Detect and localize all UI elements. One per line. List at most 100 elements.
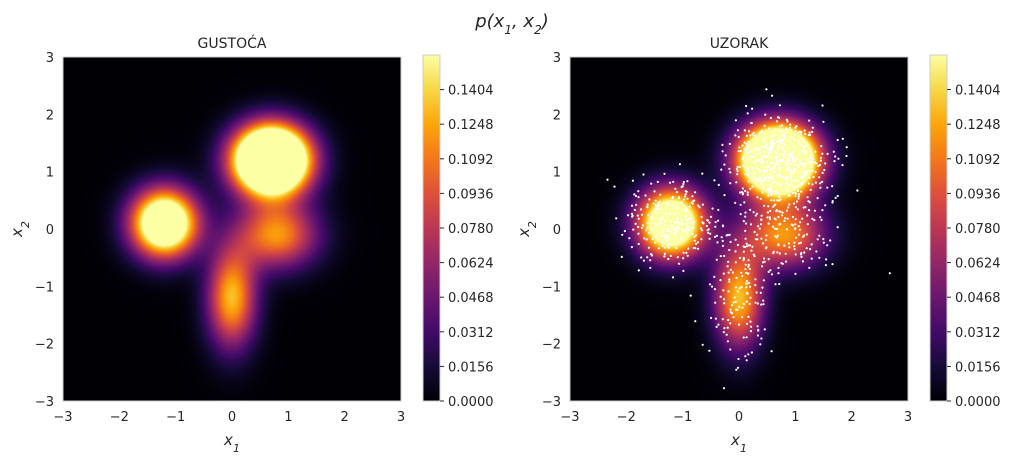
- sample-points: [606, 88, 891, 390]
- sample-point: [727, 318, 730, 322]
- sample-point: [736, 129, 740, 132]
- sample-point: [736, 170, 739, 173]
- sample-point: [777, 140, 780, 144]
- y-tick-label: 0: [46, 223, 54, 238]
- sample-point: [806, 158, 809, 161]
- sample-point: [694, 234, 698, 237]
- sample-point: [680, 222, 683, 225]
- sample-point: [845, 154, 848, 158]
- sample-point: [750, 249, 753, 252]
- sample-point: [791, 191, 795, 194]
- sample-point: [736, 243, 740, 247]
- sample-point: [778, 104, 782, 107]
- sample-point: [637, 242, 640, 246]
- sample-point: [784, 260, 788, 263]
- sample-x-ticks: −3 −2 −1 0 1 2 3: [560, 410, 912, 425]
- sample-point: [631, 179, 635, 182]
- sample-point: [672, 220, 676, 223]
- sample-point: [691, 195, 694, 198]
- sample-point: [805, 143, 808, 146]
- sample-point: [748, 244, 752, 247]
- sample-point: [742, 302, 746, 306]
- sample-point: [824, 264, 828, 267]
- sample-point: [807, 182, 811, 185]
- sample-point: [742, 220, 745, 223]
- sample-point: [765, 143, 768, 146]
- sample-point: [746, 112, 749, 115]
- sample-point: [771, 141, 774, 144]
- sample-point: [760, 218, 763, 222]
- sample-point: [753, 172, 756, 175]
- sample-point: [811, 217, 814, 220]
- sample-point: [698, 206, 701, 209]
- sample-point: [741, 187, 745, 190]
- sample-point: [737, 150, 740, 153]
- sample-point: [792, 202, 796, 205]
- sample-point: [791, 215, 795, 219]
- sample-point: [761, 131, 764, 134]
- sample-point: [781, 139, 785, 142]
- sample-point: [684, 195, 687, 198]
- sample-point: [728, 167, 731, 170]
- sample-point: [765, 88, 768, 91]
- sample-point: [763, 257, 766, 260]
- sample-point: [775, 227, 779, 230]
- sample-point: [791, 151, 794, 154]
- sample-point: [640, 208, 643, 211]
- sample-point: [759, 291, 762, 294]
- sample-point: [779, 142, 783, 145]
- sample-point: [735, 368, 738, 371]
- sample-point: [682, 180, 685, 184]
- sample-point: [613, 185, 616, 188]
- sample-point: [831, 200, 834, 203]
- sample-point: [729, 171, 732, 174]
- sample-point: [751, 245, 754, 248]
- sample-point: [836, 226, 839, 229]
- sample-point: [682, 230, 685, 233]
- sample-point: [757, 225, 760, 228]
- sample-point: [777, 144, 780, 147]
- sample-point: [728, 280, 731, 283]
- sample-point: [774, 163, 777, 166]
- sample-point: [684, 193, 687, 196]
- sample-point: [753, 255, 756, 258]
- sample-point: [721, 143, 724, 146]
- sample-point: [760, 214, 763, 217]
- sample-point: [743, 147, 746, 151]
- sample-point: [725, 333, 728, 336]
- colorbar-tick-label: 0.1092: [955, 153, 1001, 168]
- sample-point: [715, 258, 718, 261]
- sample-point: [832, 150, 835, 153]
- sample-point: [798, 183, 801, 187]
- sample-point: [814, 181, 818, 184]
- sample-point: [736, 290, 740, 293]
- sample-point: [799, 144, 802, 147]
- sample-point: [686, 218, 689, 222]
- sample-point: [743, 201, 746, 204]
- sample-point: [675, 230, 679, 233]
- density-colorbar-ticks: 0.0000 0.0156 0.0312 0.0468 0.0624 0.0780 0.09…: [440, 84, 494, 410]
- sample-point: [833, 160, 836, 163]
- sample-point: [788, 126, 792, 129]
- sample-point: [762, 242, 765, 245]
- sample-point: [808, 266, 811, 269]
- sample-point: [756, 325, 759, 328]
- sample-point: [731, 304, 734, 307]
- sample-point: [731, 271, 735, 274]
- sample-point: [756, 196, 759, 199]
- sample-point: [717, 208, 720, 211]
- sample-point: [736, 366, 740, 369]
- sample-point: [682, 251, 685, 254]
- sample-point: [778, 116, 781, 119]
- sample-point: [720, 168, 723, 171]
- sample-point: [789, 123, 792, 126]
- sample-point: [763, 155, 766, 158]
- sample-point: [734, 308, 738, 311]
- colorbar-tick-label: 0.0780: [955, 222, 1001, 237]
- sample-point: [751, 107, 754, 110]
- sample-point: [794, 236, 798, 239]
- sample-point: [795, 185, 798, 188]
- sample-point: [767, 205, 770, 208]
- sample-point: [686, 180, 689, 183]
- sample-point: [797, 195, 800, 198]
